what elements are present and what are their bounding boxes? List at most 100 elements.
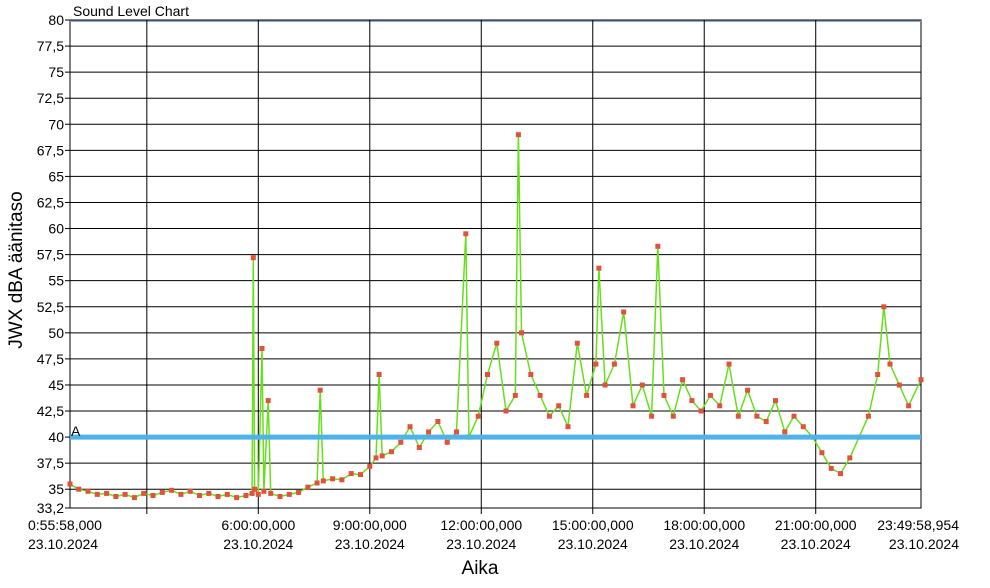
data-point-marker [367,463,373,469]
y-tick-label: 75 [48,64,64,80]
data-point-marker [131,495,137,501]
data-point-marker [206,490,212,496]
data-point-marker [726,361,732,367]
data-point-marker [358,472,363,478]
x-tick-date-label: 23.10.2024 [28,536,98,552]
data-point-marker [475,413,481,419]
data-point-marker [611,361,617,367]
x-tick-time-label: 21:00:00,000 [775,517,857,533]
data-point-marker [113,494,119,499]
data-point-marker [373,455,379,461]
data-point-marker [639,382,645,388]
y-tick-label: 80 [48,12,64,28]
data-point-marker [224,491,230,497]
y-tick-label: 35 [48,481,64,497]
x-tick-time-label: 9:00:00,000 [333,517,407,533]
data-point-marker [791,413,797,419]
data-point-marker [330,476,336,482]
data-point-marker [763,419,769,424]
data-point-marker [277,494,283,499]
vertical-gridlines [146,20,817,514]
data-point-marker [537,392,543,398]
data-point-marker [717,403,723,409]
data-point-marker [169,487,175,493]
data-point-marker [259,346,265,351]
data-point-marker [512,392,518,398]
y-tick-label: 33,2 [37,500,64,516]
data-point-marker [503,408,509,414]
data-point-marker [735,413,741,419]
x-tick-time-label: 12:00:00,000 [440,517,522,533]
data-point-marker [515,132,521,138]
data-point-marker [76,486,82,492]
data-point-marker [234,495,240,501]
data-point-marker [655,243,661,249]
x-tick-time-label: 6:00:00,000 [221,517,295,533]
data-point-marker [584,392,590,398]
x-tick-date-label: 23.10.2024 [558,536,628,552]
data-point-marker [187,488,193,494]
plot-area [69,19,922,509]
data-point-marker [896,382,902,388]
y-tick-label: 45 [48,377,64,393]
data-point-marker [104,490,110,496]
data-point-marker [348,471,354,477]
data-point-marker [565,424,571,430]
y-tick-label: 60 [48,221,64,237]
data-point-marker [398,439,404,445]
data-point-marker [574,340,580,346]
data-point-marker [150,493,156,498]
data-point-marker [528,372,534,377]
data-point-marker [305,484,311,490]
data-point-marker [707,392,713,398]
data-point-marker [250,255,256,261]
y-tick-label: 40 [48,429,64,445]
y-tick-label: 57,5 [37,247,64,263]
x-tick-date-label: 23.10.2024 [446,536,516,552]
data-point-marker [94,491,100,497]
series-marker-group [67,132,924,501]
y-tick-label: 77,5 [37,38,64,54]
data-point-marker [379,453,385,459]
data-point-marker [680,377,686,383]
data-point-marker [197,493,202,498]
data-point-marker [249,490,255,496]
data-point-marker [122,491,128,497]
data-point-marker [435,419,441,424]
data-point-marker [918,377,924,383]
data-point-marker [67,481,73,487]
y-axis-tick-labels: 33,2 35 37,5 40 42,5 45 47,5 50 52,5 55 57,5 60 62,5… [37,12,64,516]
y-tick-label: 42,5 [37,403,64,419]
y-tick-label: 50 [48,325,64,341]
data-point-marker [887,361,893,367]
horizontal-gridlines [65,19,921,509]
data-point-marker [485,372,490,377]
data-point-marker [296,489,302,495]
reference-line-group: A [70,423,921,440]
reference-line-label: A [71,423,81,439]
data-point-marker [243,493,249,498]
chart-title: Sound Level Chart [73,3,189,19]
data-point-marker [159,489,165,495]
data-point-marker [519,330,524,336]
data-point-marker [255,491,261,497]
y-tick-label: 70 [48,116,64,132]
data-point-marker [407,424,413,430]
data-point-marker [865,413,871,419]
data-point-marker [215,494,221,499]
data-point-marker [596,265,602,271]
x-tick-time-label: 23:49:58,954 [877,517,959,533]
data-point-marker [593,361,599,367]
data-point-marker [649,413,655,419]
data-point-marker [754,413,760,419]
x-tick-date-label: 23.10.2024 [335,536,405,552]
x-axis-tick-labels: 0:55:58,000 23.10.2024 6:00:00,000 23.10.20… [28,517,959,552]
data-point-marker [847,455,853,461]
data-point-marker [463,231,469,237]
data-point-marker [602,382,608,388]
data-point-marker [828,465,834,471]
data-point-marker [261,488,267,494]
x-tick-date-label: 23.10.2024 [669,536,739,552]
data-point-marker [800,424,806,430]
